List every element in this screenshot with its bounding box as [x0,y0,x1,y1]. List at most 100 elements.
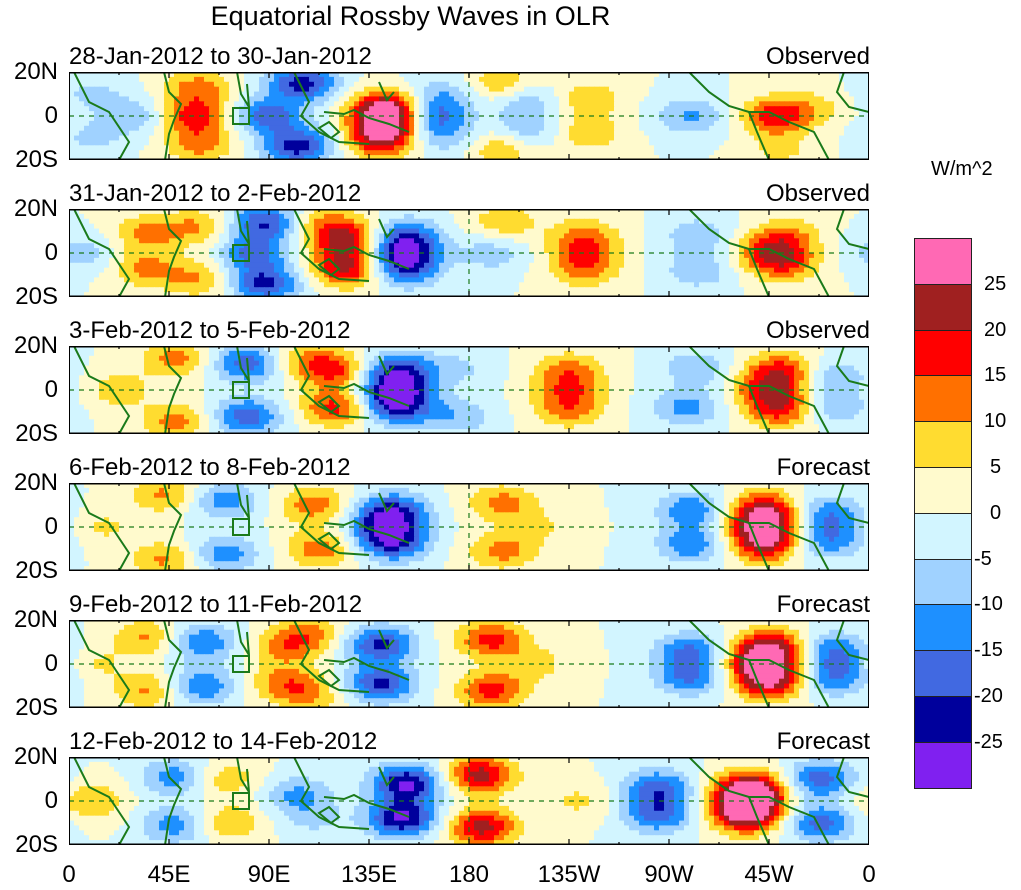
coastline [323,245,410,270]
x-tick-label: 135E [340,861,398,888]
olr-anomaly-map [69,346,869,434]
panel-type-label: Forecast [776,454,870,481]
coastline [688,483,830,571]
coastline [317,668,341,688]
coastline [236,620,250,656]
coastlines [73,346,869,434]
coastline [317,805,341,825]
coastline [835,72,869,113]
coastlines [73,72,869,160]
coastline [163,483,183,571]
panel-period-label: 3-Feb-2012 to 5-Feb-2012 [69,317,351,344]
colorbar-swatch [914,512,972,559]
coastline [293,620,370,693]
coastline [73,209,131,297]
coastline [378,81,395,102]
coastline [378,492,395,513]
coastline [293,209,370,282]
coastline [323,108,410,133]
olr-field [69,620,869,708]
coastline [163,346,183,434]
olr-anomaly-map [69,72,869,160]
x-tick-label: 0 [862,861,876,888]
colorbar-level-label: 25 [984,272,1007,295]
coastline [835,209,869,250]
coastlines [73,620,869,708]
colorbar-swatch [914,421,972,467]
olr-field [69,483,869,571]
region-box [232,792,250,810]
y-tick-label: 20N [13,469,58,496]
chart-title: Equatorial Rossby Waves in OLR [210,1,611,31]
panel-type-label: Observed [765,180,870,207]
colorbar-level-label: 5 [990,456,1002,478]
olr-field [69,209,869,297]
coastlines [73,483,869,571]
y-tick-label: 20S [15,146,58,173]
y-tick-label: 20N [13,743,58,770]
colorbar-swatch [914,558,972,605]
coastline [236,346,250,382]
y-tick-label: 20N [13,58,58,85]
y-tick-label: 0 [44,376,58,403]
colorbar-swatch [914,466,972,513]
y-tick-label: 20S [15,283,58,310]
panel-type-label: Observed [765,43,870,70]
coastline [748,111,770,160]
coastline [835,757,869,798]
coastline [73,346,131,434]
colorbar-swatch [914,283,972,330]
olr-anomaly-map [69,209,869,297]
coastline [835,483,869,524]
coastline [688,209,830,297]
coastline [688,346,830,434]
colorbar-swatch [914,695,972,742]
colorbar-level-label: -10 [974,593,1003,616]
coastline [748,248,770,297]
coastlines [73,757,869,845]
olr-anomaly-map [69,757,869,845]
olr-anomaly-map [69,483,869,571]
panel-period-label: 31-Jan-2012 to 2-Feb-2012 [69,180,362,207]
colorbar-level-label: -20 [974,685,1003,707]
coastline [748,522,770,571]
colorbar-unit: W/m^2 [931,158,993,180]
y-tick-label: 20S [15,557,58,584]
y-tick-label: 0 [44,650,58,677]
coastline [378,355,395,376]
region-box [232,655,250,673]
olr-anomaly-map [69,620,869,708]
coastline [317,394,341,414]
olr-field [69,72,869,160]
coastline [378,629,395,650]
coastline [748,659,770,708]
y-tick-label: 20N [13,332,58,359]
x-tick-label: 135W [537,861,601,888]
colorbar-level-label: -15 [974,639,1003,662]
coastline [688,620,830,708]
colorbar-level-label: -25 [974,730,1003,753]
colorbar-level-label: 15 [984,364,1007,387]
colorbar-swatch [914,329,972,376]
region-box [232,381,250,399]
coastline [378,218,395,239]
panel-period-label: 9-Feb-2012 to 11-Feb-2012 [69,591,363,618]
coastline [293,483,370,556]
coastline [688,757,830,845]
panel-type-label: Forecast [776,591,870,618]
panel-period-label: 28-Jan-2012 to 30-Jan-2012 [69,43,372,70]
x-tick-label: 90E [247,861,291,888]
coastline [163,209,183,297]
y-tick-label: 20N [13,606,58,633]
x-tick-label: 90W [644,861,694,888]
coastline [163,620,183,708]
coastline [236,72,250,108]
region-box [232,244,250,262]
panel-period-label: 6-Feb-2012 to 8-Feb-2012 [69,454,351,481]
coastline [835,346,869,387]
colorbar-level-label: 20 [984,318,1007,341]
y-tick-label: 20S [15,694,58,721]
colorbar-swatch [914,741,972,789]
y-tick-label: 0 [44,787,58,814]
colorbar-swatch [914,604,972,651]
